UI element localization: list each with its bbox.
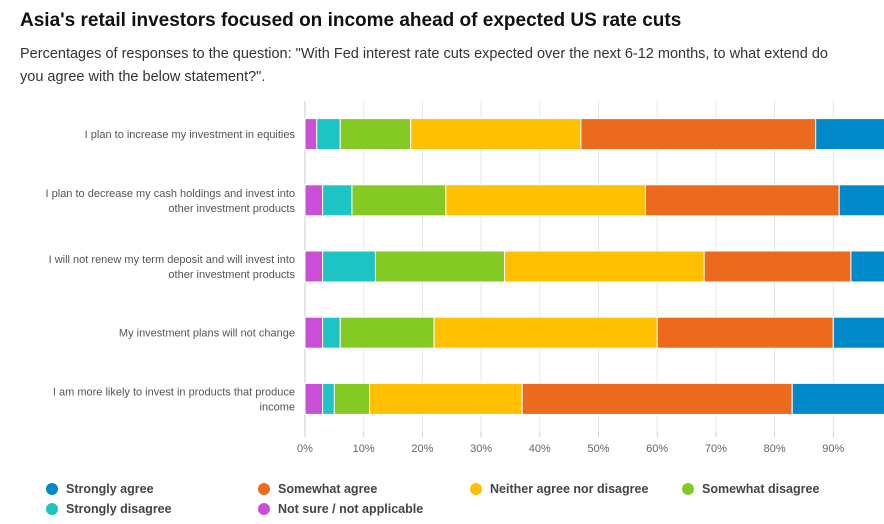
x-tick-label: 10% [353,443,375,455]
bar-segment-not-sure-not-applicable [304,184,324,217]
bar-segment-neither-agree-nor-disagree [504,250,705,283]
bar-segment-not-sure-not-applicable [304,118,318,151]
bar-segment-somewhat-disagree [351,184,447,217]
x-tick-label: 60% [646,443,668,455]
bar-segment-neither-agree-nor-disagree [445,184,646,217]
x-tick-label: 30% [470,443,492,455]
x-tick-label: 90% [822,443,844,455]
category-label: other investment products [168,203,295,215]
legend-marker-icon [258,503,270,515]
legend-label: Somewhat agree [278,482,378,496]
bar-segment-somewhat-agree [644,184,840,217]
bar-segment-strongly-disagree [322,184,353,217]
legend-marker-icon [46,503,58,515]
bar-segment-somewhat-agree [580,118,817,151]
x-tick-label: 40% [529,443,551,455]
legend-item[interactable]: Not sure / not applicable [258,502,423,516]
legend-label: Strongly disagree [66,502,172,516]
bar-segment-neither-agree-nor-disagree [369,382,523,415]
bar-segment-strongly-agree [850,250,884,283]
x-tick-label: 0% [297,443,313,455]
stacked-bar-chart: 0%10%20%30%40%50%60%70%80%90%10.I plan t… [46,101,884,455]
legend-marker-icon [46,483,58,495]
category-label: income [260,401,295,413]
x-tick-label: 50% [587,443,609,455]
legend-marker-icon [682,483,694,495]
bar-segment-somewhat-disagree [339,118,412,151]
bar-segment-strongly-agree [832,316,884,349]
legend-marker-icon [258,483,270,495]
bar-segment-somewhat-disagree [374,250,506,283]
bar-segment-strongly-disagree [322,382,335,415]
x-tick-label: 70% [705,443,727,455]
bar-segment-strongly-agree [815,118,884,151]
legend-label: Not sure / not applicable [278,502,424,516]
category-label: I will not renew my term deposit and wil… [49,254,295,266]
bar-segment-somewhat-agree [521,382,793,415]
legend-label: Neither agree nor disagree [490,482,649,496]
bar-segment-neither-agree-nor-disagree [410,118,582,151]
x-tick-label: 80% [764,443,786,455]
bar-segment-strongly-disagree [322,316,341,349]
bar-segment-strongly-agree [791,382,884,415]
bar-segment-not-sure-not-applicable [304,382,324,415]
category-label: other investment products [168,269,295,281]
bar-segment-neither-agree-nor-disagree [433,316,658,349]
bar-segment-somewhat-agree [703,250,852,283]
bar-segment-not-sure-not-applicable [304,250,324,283]
bar-segment-strongly-disagree [322,250,376,283]
legend-label: Somewhat disagree [702,482,820,496]
legend-item[interactable]: Somewhat agree [258,482,377,496]
legend-item[interactable]: Neither agree nor disagree [470,482,648,496]
x-tick-label: 20% [411,443,433,455]
legend-marker-icon [470,483,482,495]
legend-item[interactable]: Strongly disagree [46,502,172,516]
bar-segment-somewhat-disagree [339,316,435,349]
legend-item[interactable]: Somewhat disagree [682,482,819,496]
chart-title: Asia's retail investors focused on incom… [20,10,682,31]
bar-segment-somewhat-disagree [333,382,371,415]
chart-subtitle: Percentages of responses to the question… [20,46,828,85]
category-label: My investment plans will not change [119,328,295,340]
bar-segment-not-sure-not-applicable [304,316,324,349]
bar-segment-strongly-agree [838,184,884,217]
bar-segment-strongly-disagree [316,118,341,151]
category-label: I am more likely to invest in products t… [53,386,295,398]
legend-item[interactable]: Strongly agree [46,482,154,496]
bar-segment-somewhat-agree [656,316,834,349]
category-label: I plan to increase my investment in equi… [85,129,296,141]
legend-label: Strongly agree [66,482,154,496]
category-label: I plan to decrease my cash holdings and … [46,188,295,200]
